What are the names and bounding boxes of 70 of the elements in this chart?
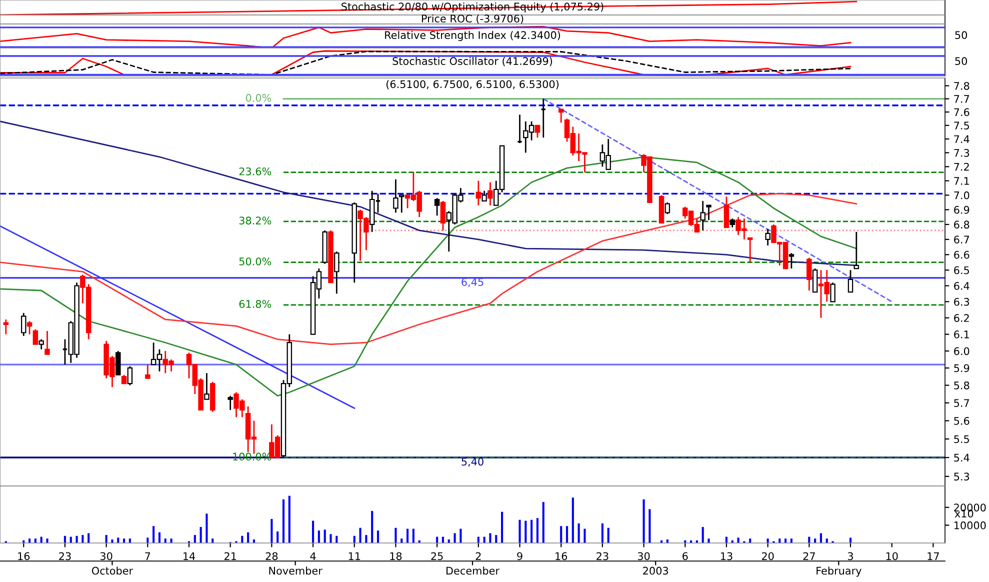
- text: 50: [955, 31, 968, 40]
- y-tick-label: 6.1: [954, 330, 969, 338]
- x-tick-label: 27: [803, 552, 815, 560]
- y-tick-label: 6.7: [954, 236, 970, 244]
- y-tick-label: 7.8: [954, 82, 970, 90]
- y-tick-label: 6.3: [954, 298, 970, 306]
- y-tick-label: 6.4: [954, 282, 970, 290]
- text: x10: [954, 510, 974, 518]
- x-tick-label: 9: [517, 552, 522, 560]
- y-tick-label: 5.5: [954, 435, 969, 444]
- x-tick-label: 25: [431, 552, 443, 560]
- y-tick-label: 6.2: [954, 314, 969, 322]
- x-tick-label: 21: [224, 552, 236, 560]
- y-tick-label: 7.2: [954, 162, 969, 171]
- x-tick-label: 7: [145, 552, 150, 560]
- x2-tick-label: December: [446, 566, 500, 575]
- x-tick-label: 16: [556, 552, 568, 560]
- series-label: 23.6%: [239, 167, 272, 176]
- series-label: 61.8%: [239, 300, 272, 308]
- series-label: 0.0%: [246, 94, 272, 102]
- x-tick-label: 30: [638, 552, 650, 560]
- x-tick-label: 28: [266, 552, 278, 560]
- x-tick-label: 23: [59, 552, 71, 560]
- x-tick-label: 14: [184, 552, 196, 560]
- series-label: 38.2%: [239, 216, 272, 225]
- x-tick-label: 30: [100, 552, 112, 560]
- ref-line-label: 5,40: [462, 458, 484, 467]
- y-tick-label: 7.1: [954, 177, 969, 185]
- x2-tick-label: 2003: [643, 566, 668, 575]
- text: Stochastic Oscillator (41.2699): [392, 56, 552, 66]
- y-tick-label: 10000: [954, 521, 986, 530]
- y-tick-label: 7.0: [954, 191, 970, 200]
- x-tick-label: 6: [682, 552, 688, 560]
- x-tick-label: 4: [310, 552, 316, 560]
- y-tick-label: 6.8: [954, 220, 970, 229]
- text: Price ROC (-3.9706): [422, 14, 524, 24]
- y-tick-label: 5.4: [954, 454, 970, 462]
- y-tick-label: 5.3: [954, 472, 970, 481]
- y-tick-label: 7.4: [954, 135, 970, 143]
- x2-tick-label: February: [816, 566, 862, 577]
- y-tick-label: 7.7: [954, 95, 970, 103]
- text: 50: [955, 57, 968, 66]
- y-tick-label: 20000: [954, 504, 986, 512]
- y-tick-label: 5.9: [954, 364, 970, 372]
- x-tick-label: 17: [928, 552, 939, 560]
- y-tick-label: 5.6: [954, 416, 970, 425]
- x-tick-label: 2: [476, 552, 481, 560]
- series-label: 50.0%: [239, 257, 272, 266]
- chart-title: Relative Strength Index (42.3400): [385, 30, 560, 42]
- x-tick-label: 11: [348, 552, 360, 560]
- x-tick-label: 23: [596, 552, 608, 560]
- y-tick-label: 7.5: [954, 122, 969, 130]
- x-tick-label: 18: [390, 552, 402, 560]
- x2-tick-label: October: [92, 566, 134, 575]
- y-tick-label: 6.0: [954, 347, 970, 356]
- y-tick-label: 5.7: [954, 399, 970, 407]
- y-tick-label: 6.9: [954, 206, 970, 214]
- x-tick-label: 10: [886, 552, 898, 560]
- x2-tick-label: November: [269, 566, 322, 575]
- series-label: 100.0%: [233, 452, 272, 461]
- x-tick-label: 20: [762, 552, 774, 560]
- y-tick-label: 5.8: [954, 382, 970, 390]
- chart-title: (6.5100, 6.7500, 6.5100, 6.5300): [386, 80, 558, 90]
- y-tick-label: 7.3: [954, 148, 970, 157]
- x-tick-label: 3: [848, 552, 853, 560]
- x-tick-label: 16: [18, 552, 30, 560]
- x-tick-label: 13: [720, 552, 732, 560]
- y-tick-label: 6.5: [954, 266, 969, 274]
- y-tick-label: 6.6: [954, 250, 970, 259]
- y-tick-label: 7.6: [954, 108, 970, 116]
